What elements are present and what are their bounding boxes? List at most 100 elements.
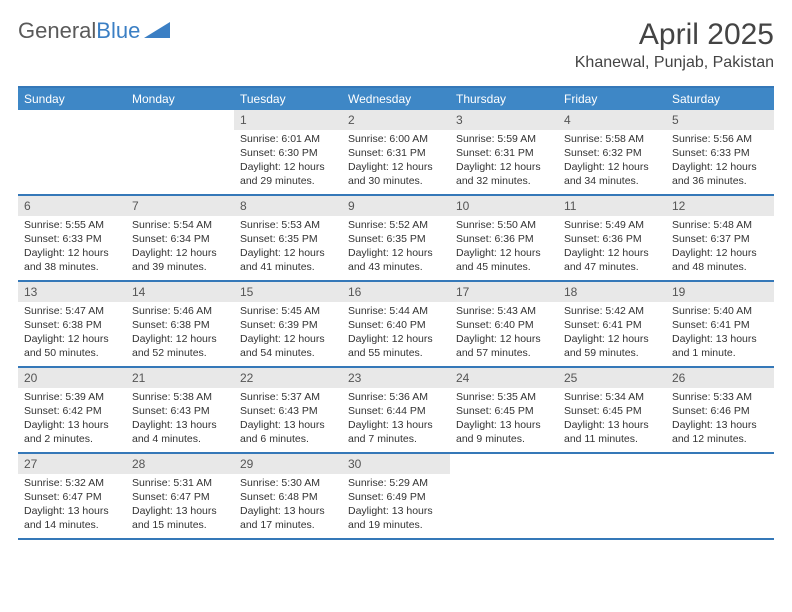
day-number: 24: [450, 368, 558, 388]
calendar-day-cell: 3Sunrise: 5:59 AMSunset: 6:31 PMDaylight…: [450, 110, 558, 194]
day-number: 1: [234, 110, 342, 130]
location-subtitle: Khanewal, Punjab, Pakistan: [575, 54, 774, 72]
day-number: 21: [126, 368, 234, 388]
day-details: Sunrise: 5:31 AMSunset: 6:47 PMDaylight:…: [126, 474, 234, 536]
calendar-day-cell: 16Sunrise: 5:44 AMSunset: 6:40 PMDayligh…: [342, 282, 450, 366]
day-number: 23: [342, 368, 450, 388]
calendar-day-cell: 29Sunrise: 5:30 AMSunset: 6:48 PMDayligh…: [234, 454, 342, 538]
calendar-week: 1Sunrise: 6:01 AMSunset: 6:30 PMDaylight…: [18, 110, 774, 196]
calendar-day-cell: 1Sunrise: 6:01 AMSunset: 6:30 PMDaylight…: [234, 110, 342, 194]
calendar-day-cell: [558, 454, 666, 538]
day-details: Sunrise: 5:29 AMSunset: 6:49 PMDaylight:…: [342, 474, 450, 536]
calendar-day-cell: 7Sunrise: 5:54 AMSunset: 6:34 PMDaylight…: [126, 196, 234, 280]
day-number: 11: [558, 196, 666, 216]
calendar-day-cell: 24Sunrise: 5:35 AMSunset: 6:45 PMDayligh…: [450, 368, 558, 452]
calendar-day-cell: 30Sunrise: 5:29 AMSunset: 6:49 PMDayligh…: [342, 454, 450, 538]
calendar: SundayMondayTuesdayWednesdayThursdayFrid…: [18, 86, 774, 540]
calendar-body: 1Sunrise: 6:01 AMSunset: 6:30 PMDaylight…: [18, 110, 774, 540]
day-details: Sunrise: 5:52 AMSunset: 6:35 PMDaylight:…: [342, 216, 450, 278]
day-number: 22: [234, 368, 342, 388]
header: GeneralBlue April 2025 Khanewal, Punjab,…: [18, 18, 774, 72]
calendar-day-cell: 17Sunrise: 5:43 AMSunset: 6:40 PMDayligh…: [450, 282, 558, 366]
day-number: 4: [558, 110, 666, 130]
day-details: Sunrise: 5:48 AMSunset: 6:37 PMDaylight:…: [666, 216, 774, 278]
day-details: Sunrise: 5:43 AMSunset: 6:40 PMDaylight:…: [450, 302, 558, 364]
calendar-day-cell: 20Sunrise: 5:39 AMSunset: 6:42 PMDayligh…: [18, 368, 126, 452]
dow-cell: Friday: [558, 88, 666, 110]
logo: GeneralBlue: [18, 18, 170, 44]
day-number: 19: [666, 282, 774, 302]
day-number: [666, 454, 774, 474]
day-details: Sunrise: 5:40 AMSunset: 6:41 PMDaylight:…: [666, 302, 774, 364]
day-number: 9: [342, 196, 450, 216]
calendar-day-cell: 15Sunrise: 5:45 AMSunset: 6:39 PMDayligh…: [234, 282, 342, 366]
day-number: 14: [126, 282, 234, 302]
day-details: Sunrise: 5:58 AMSunset: 6:32 PMDaylight:…: [558, 130, 666, 192]
logo-text-suffix: Blue: [96, 18, 140, 44]
day-number: 18: [558, 282, 666, 302]
day-number: 20: [18, 368, 126, 388]
day-number: [126, 110, 234, 130]
day-details: Sunrise: 5:35 AMSunset: 6:45 PMDaylight:…: [450, 388, 558, 450]
day-number: 7: [126, 196, 234, 216]
day-number: 28: [126, 454, 234, 474]
day-details: Sunrise: 5:54 AMSunset: 6:34 PMDaylight:…: [126, 216, 234, 278]
day-details: Sunrise: 5:30 AMSunset: 6:48 PMDaylight:…: [234, 474, 342, 536]
day-number: 15: [234, 282, 342, 302]
logo-triangle-icon: [144, 18, 170, 44]
day-details: Sunrise: 5:56 AMSunset: 6:33 PMDaylight:…: [666, 130, 774, 192]
day-number: 3: [450, 110, 558, 130]
day-number: 17: [450, 282, 558, 302]
dow-cell: Thursday: [450, 88, 558, 110]
title-block: April 2025 Khanewal, Punjab, Pakistan: [575, 18, 774, 72]
dow-cell: Sunday: [18, 88, 126, 110]
day-number: 26: [666, 368, 774, 388]
day-details: Sunrise: 5:53 AMSunset: 6:35 PMDaylight:…: [234, 216, 342, 278]
calendar-day-cell: 14Sunrise: 5:46 AMSunset: 6:38 PMDayligh…: [126, 282, 234, 366]
calendar-day-cell: 10Sunrise: 5:50 AMSunset: 6:36 PMDayligh…: [450, 196, 558, 280]
calendar-day-cell: 11Sunrise: 5:49 AMSunset: 6:36 PMDayligh…: [558, 196, 666, 280]
day-number: 5: [666, 110, 774, 130]
calendar-day-cell: [450, 454, 558, 538]
logo-text-prefix: General: [18, 18, 96, 44]
day-details: Sunrise: 5:33 AMSunset: 6:46 PMDaylight:…: [666, 388, 774, 450]
day-details: Sunrise: 5:49 AMSunset: 6:36 PMDaylight:…: [558, 216, 666, 278]
dow-cell: Tuesday: [234, 88, 342, 110]
day-details: Sunrise: 5:39 AMSunset: 6:42 PMDaylight:…: [18, 388, 126, 450]
day-number: 16: [342, 282, 450, 302]
day-number: 6: [18, 196, 126, 216]
day-details: Sunrise: 5:46 AMSunset: 6:38 PMDaylight:…: [126, 302, 234, 364]
calendar-day-cell: 22Sunrise: 5:37 AMSunset: 6:43 PMDayligh…: [234, 368, 342, 452]
day-number: 2: [342, 110, 450, 130]
day-details: Sunrise: 5:38 AMSunset: 6:43 PMDaylight:…: [126, 388, 234, 450]
calendar-day-cell: [126, 110, 234, 194]
calendar-day-cell: 8Sunrise: 5:53 AMSunset: 6:35 PMDaylight…: [234, 196, 342, 280]
day-details: Sunrise: 6:00 AMSunset: 6:31 PMDaylight:…: [342, 130, 450, 192]
calendar-day-cell: 18Sunrise: 5:42 AMSunset: 6:41 PMDayligh…: [558, 282, 666, 366]
page-title: April 2025: [575, 18, 774, 52]
day-number: 12: [666, 196, 774, 216]
calendar-day-cell: 25Sunrise: 5:34 AMSunset: 6:45 PMDayligh…: [558, 368, 666, 452]
calendar-week: 20Sunrise: 5:39 AMSunset: 6:42 PMDayligh…: [18, 368, 774, 454]
day-details: Sunrise: 5:34 AMSunset: 6:45 PMDaylight:…: [558, 388, 666, 450]
calendar-day-cell: 6Sunrise: 5:55 AMSunset: 6:33 PMDaylight…: [18, 196, 126, 280]
day-details: Sunrise: 5:55 AMSunset: 6:33 PMDaylight:…: [18, 216, 126, 278]
day-details: Sunrise: 5:44 AMSunset: 6:40 PMDaylight:…: [342, 302, 450, 364]
calendar-day-cell: 4Sunrise: 5:58 AMSunset: 6:32 PMDaylight…: [558, 110, 666, 194]
dow-cell: Monday: [126, 88, 234, 110]
day-number: 13: [18, 282, 126, 302]
day-number: [450, 454, 558, 474]
day-number: 10: [450, 196, 558, 216]
day-number: 25: [558, 368, 666, 388]
dow-cell: Wednesday: [342, 88, 450, 110]
day-details: Sunrise: 5:32 AMSunset: 6:47 PMDaylight:…: [18, 474, 126, 536]
day-details: Sunrise: 5:37 AMSunset: 6:43 PMDaylight:…: [234, 388, 342, 450]
calendar-day-cell: 2Sunrise: 6:00 AMSunset: 6:31 PMDaylight…: [342, 110, 450, 194]
calendar-day-cell: 19Sunrise: 5:40 AMSunset: 6:41 PMDayligh…: [666, 282, 774, 366]
calendar-day-cell: 12Sunrise: 5:48 AMSunset: 6:37 PMDayligh…: [666, 196, 774, 280]
calendar-day-cell: [666, 454, 774, 538]
calendar-day-cell: 23Sunrise: 5:36 AMSunset: 6:44 PMDayligh…: [342, 368, 450, 452]
calendar-day-cell: 9Sunrise: 5:52 AMSunset: 6:35 PMDaylight…: [342, 196, 450, 280]
calendar-day-cell: 13Sunrise: 5:47 AMSunset: 6:38 PMDayligh…: [18, 282, 126, 366]
day-details: Sunrise: 6:01 AMSunset: 6:30 PMDaylight:…: [234, 130, 342, 192]
